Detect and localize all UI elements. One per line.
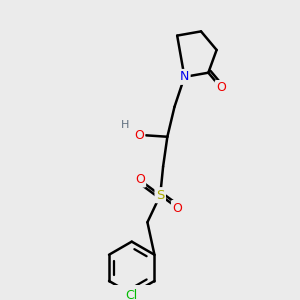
Text: O: O (135, 173, 145, 186)
Text: Cl: Cl (126, 289, 138, 300)
Text: H: H (121, 120, 129, 130)
Text: O: O (172, 202, 182, 214)
Text: S: S (156, 189, 164, 202)
Text: O: O (134, 129, 144, 142)
Text: N: N (180, 70, 189, 83)
Text: O: O (216, 82, 226, 94)
